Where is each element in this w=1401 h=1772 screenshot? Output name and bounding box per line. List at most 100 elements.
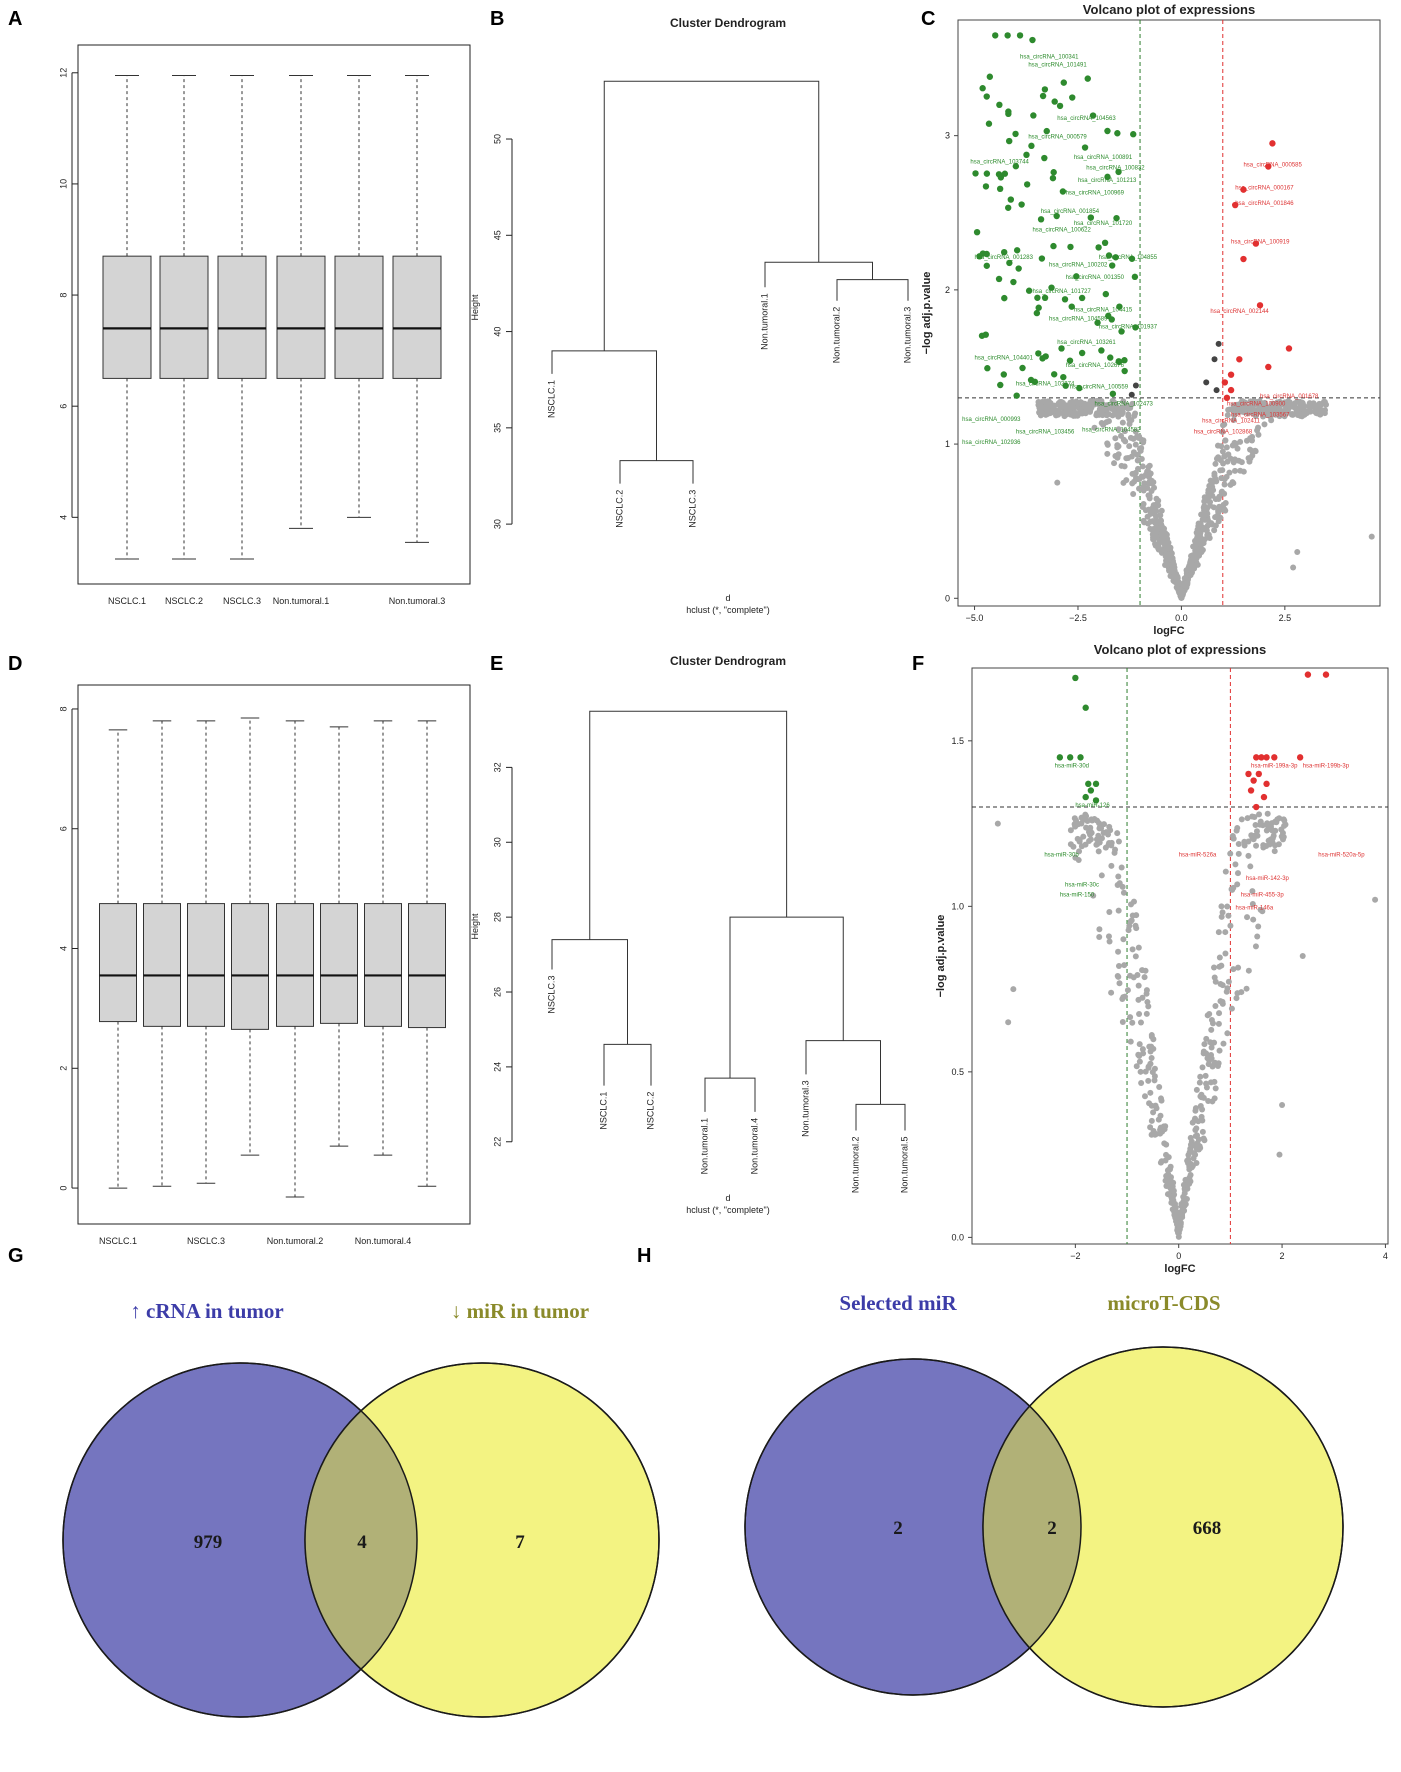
point-ns	[1219, 998, 1226, 1005]
point-down	[1023, 151, 1030, 159]
point-down	[1109, 390, 1117, 398]
point-ns	[1083, 824, 1090, 831]
point-ns	[1368, 533, 1375, 540]
gene-label: hsa_circRNA_100559	[1070, 385, 1129, 391]
point-ns	[1244, 815, 1251, 822]
point-ns	[1119, 995, 1126, 1002]
point-ns	[1200, 504, 1207, 511]
y-axis-label: Height	[470, 913, 480, 940]
point-ns	[1216, 503, 1223, 510]
point-down	[1050, 242, 1057, 250]
point-ns	[1125, 411, 1132, 418]
point-ns	[1206, 1011, 1213, 1018]
point-ns	[1102, 844, 1109, 851]
gene-label: hsa_circRNA_104582	[1082, 428, 1141, 434]
point-down	[1078, 349, 1086, 357]
leaf-label: Non.tumoral.4	[749, 1118, 759, 1175]
point-ns	[1141, 974, 1148, 981]
point-ns	[1207, 502, 1214, 509]
leaf-label: NSCLC.2	[614, 490, 624, 528]
point-down	[1072, 674, 1079, 682]
box-body	[364, 903, 402, 1027]
point-ns	[1208, 1051, 1215, 1058]
point-ns	[1211, 974, 1218, 981]
point-ns	[1185, 1152, 1192, 1159]
point-ns	[1163, 1141, 1170, 1148]
point-ns	[1133, 1063, 1140, 1070]
point-up	[1250, 777, 1257, 784]
point-up	[1265, 163, 1272, 170]
leaf-label: NSCLC.3	[546, 976, 556, 1014]
point-ns	[1163, 560, 1170, 567]
point-ns	[1106, 938, 1113, 945]
volcano-F: Volcano plot of expressions −2 0 2 4 0.0 0.5 1.…	[935, 642, 1389, 1275]
y-tick-label: 50	[492, 134, 502, 144]
y-tick-label: 45	[492, 230, 502, 240]
venn-G: ↑ cRNA in tumor ↓ miR in tumor 979 4 7	[62, 1299, 660, 1718]
point-ns	[1126, 443, 1133, 450]
point-down	[1114, 130, 1121, 137]
dendrogram-branch	[836, 279, 909, 301]
point-ns	[1271, 842, 1278, 849]
y-tick-label: 0.0	[951, 1232, 964, 1242]
point-ns	[1187, 1171, 1194, 1178]
point-down	[1001, 170, 1009, 177]
point-down	[1066, 754, 1074, 761]
y-tick-label: 28	[492, 912, 502, 922]
point-down	[1118, 328, 1125, 335]
point-ns	[1199, 1128, 1206, 1135]
gene-label: hsa_circRNA_103261	[1057, 340, 1116, 346]
point-ns	[1253, 842, 1260, 849]
point-ns	[1114, 444, 1121, 451]
dendrogram-branch	[603, 80, 820, 351]
point-down	[983, 250, 990, 258]
point-ns	[1208, 1026, 1215, 1033]
gene-label: hsa_circRNA_103456	[1016, 429, 1075, 435]
point-ns	[1216, 1010, 1223, 1017]
point-ns	[1255, 431, 1262, 438]
point-ns	[1201, 494, 1208, 501]
point-ns	[1183, 582, 1190, 589]
set2-title: ↓ miR in tumor	[451, 1299, 589, 1323]
point-ns	[1168, 1199, 1175, 1206]
point-ns	[1193, 555, 1200, 562]
point-ns	[1193, 1086, 1200, 1093]
x-tick-label: 0.0	[1175, 613, 1188, 623]
y-axis-label: −log adj.p.value	[935, 915, 947, 998]
panel-label-b: B	[490, 8, 504, 30]
point-ns	[1169, 561, 1176, 568]
point-ns	[1231, 467, 1238, 474]
point-ns	[1115, 838, 1122, 845]
leaf-label: NSCLC.3	[687, 490, 697, 528]
point-ns	[1105, 933, 1112, 940]
point-down	[1012, 130, 1019, 138]
point-ns	[1201, 1041, 1208, 1048]
point-down	[1087, 214, 1095, 221]
point-ns	[1245, 838, 1252, 845]
point-ns	[1109, 403, 1116, 410]
gene-label: hsa_circRNA_101720	[1074, 221, 1133, 227]
point-ns	[1126, 922, 1133, 929]
point-ns	[1213, 455, 1220, 462]
point-ns	[1264, 820, 1271, 827]
point-up	[1245, 770, 1252, 778]
point-down	[992, 32, 999, 39]
point-ns	[1135, 996, 1142, 1003]
gene-label: hsa_circRNA_104855	[1099, 255, 1158, 261]
point-ns	[1261, 421, 1268, 428]
point-ns	[1150, 1127, 1157, 1134]
point-ns	[1104, 450, 1111, 457]
point-ns	[1218, 903, 1225, 910]
point-ns	[1158, 507, 1165, 514]
gene-label: hsa_circRNA_100969	[1066, 190, 1125, 196]
point-ns	[1143, 987, 1150, 994]
point-ns	[1129, 470, 1136, 477]
point-ns	[1211, 470, 1218, 477]
gene-label: hsa-miR-199a-3p	[1251, 763, 1298, 769]
point-ns	[1171, 571, 1178, 578]
y-tick-label: 24	[492, 1062, 502, 1072]
point-ns	[1136, 1041, 1143, 1048]
gene-label: hsa_circRNA_104401	[975, 355, 1034, 361]
x-tick-label: 2	[1280, 1251, 1285, 1261]
x-tick-label: 4	[1383, 1251, 1388, 1261]
